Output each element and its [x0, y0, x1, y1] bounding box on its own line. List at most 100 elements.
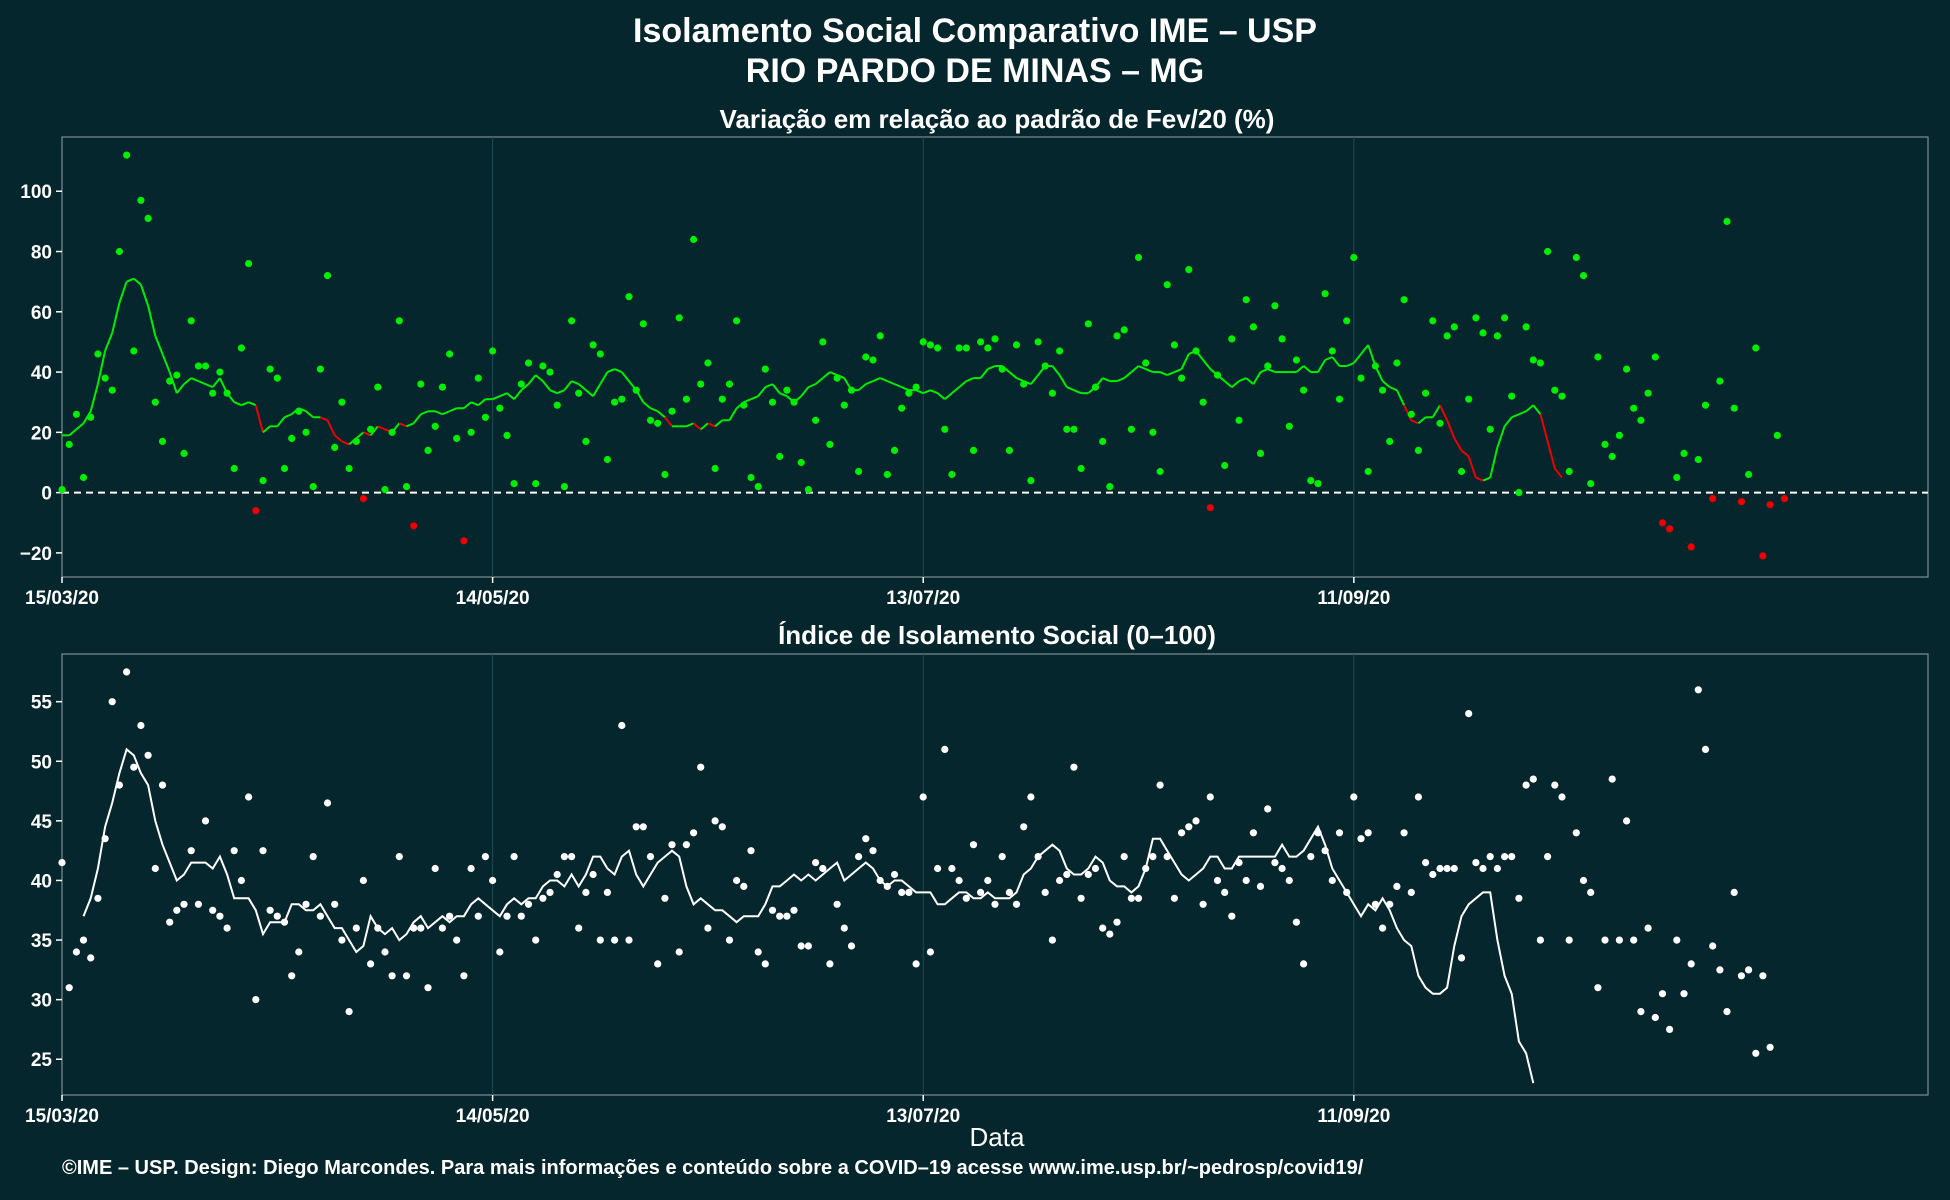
- data-point: [1012, 900, 1021, 908]
- data-point: [1436, 864, 1444, 873]
- data-point: [1694, 686, 1702, 694]
- moving-average-segment: [657, 410, 666, 419]
- data-point: [1414, 446, 1422, 454]
- data-point: [546, 888, 554, 897]
- moving-average-line: [82, 747, 1535, 1084]
- moving-average-segment: [1102, 377, 1111, 383]
- moving-average-segment: [1511, 413, 1520, 419]
- moving-average-segment: [154, 335, 164, 355]
- data-point: [1192, 347, 1200, 355]
- data-point: [733, 876, 741, 885]
- chart-subtitle: RIO PARDO DE MINAS – MG: [745, 52, 1205, 90]
- data-point: [503, 431, 511, 439]
- moving-average-segment: [757, 386, 767, 397]
- data-point: [747, 847, 755, 855]
- data-point: [1737, 498, 1745, 506]
- data-point: [402, 972, 411, 980]
- data-point: [869, 847, 877, 855]
- data-point: [855, 467, 863, 476]
- data-point: [359, 495, 367, 503]
- moving-average-segment: [1174, 368, 1182, 373]
- data-point: [1134, 253, 1143, 262]
- data-point: [1235, 859, 1243, 867]
- moving-average-segment: [607, 368, 616, 373]
- moving-average-segment: [1453, 437, 1463, 451]
- data-point: [926, 341, 935, 349]
- data-point: [166, 377, 174, 385]
- data-point: [316, 912, 324, 920]
- data-point: [1716, 966, 1724, 974]
- moving-average-segment: [642, 401, 652, 409]
- moving-average-segment: [1245, 377, 1255, 385]
- data-point: [130, 763, 138, 771]
- moving-average-segment: [764, 383, 773, 389]
- data-point: [79, 473, 88, 482]
- data-point: [101, 835, 109, 843]
- moving-average-segment: [506, 392, 515, 400]
- data-point: [180, 449, 188, 457]
- data-point: [876, 876, 884, 885]
- data-point: [991, 900, 999, 908]
- data-point: [1551, 781, 1559, 789]
- data-point: [977, 338, 985, 346]
- data-point: [711, 817, 719, 825]
- data-point: [1587, 888, 1595, 897]
- data-point: [955, 876, 963, 885]
- moving-average-segment: [254, 404, 264, 433]
- data-point: [797, 458, 805, 467]
- data-point: [280, 918, 289, 926]
- moving-average-segment: [571, 380, 580, 386]
- data-point: [919, 338, 927, 346]
- data-point: [1608, 452, 1616, 461]
- data-point: [245, 793, 253, 801]
- y-tick-label: 40: [31, 363, 52, 384]
- data-point: [345, 464, 353, 473]
- data-point: [65, 440, 73, 448]
- data-point: [675, 314, 683, 322]
- data-point: [690, 829, 698, 837]
- data-point: [1070, 763, 1078, 771]
- y-tick-label: 30: [31, 991, 52, 1012]
- moving-average-segment: [1130, 365, 1140, 373]
- data-point: [209, 906, 217, 914]
- data-point: [804, 942, 813, 950]
- data-point: [661, 894, 669, 902]
- moving-average-segment: [879, 377, 888, 383]
- moving-average-segment: [1532, 404, 1542, 415]
- data-point: [575, 924, 583, 932]
- data-point: [1529, 775, 1537, 783]
- moving-average-segment: [1331, 356, 1341, 367]
- data-point: [977, 888, 985, 897]
- data-point: [905, 888, 913, 897]
- data-point: [1199, 398, 1207, 406]
- data-point: [1178, 374, 1186, 382]
- data-point: [1350, 793, 1358, 801]
- moving-average-segment: [1460, 449, 1470, 458]
- moving-average-segment: [1346, 362, 1355, 367]
- panel-top-title: Variação em relação ao padrão de Fev/20 …: [719, 104, 1275, 134]
- data-point: [783, 386, 791, 394]
- moving-average-segment: [412, 413, 422, 424]
- moving-average-segment: [190, 377, 199, 383]
- data-point: [323, 272, 332, 280]
- moving-average-segment: [692, 422, 702, 431]
- data-point: [1249, 829, 1257, 837]
- data-point: [374, 924, 382, 932]
- y-tick-label: 40: [31, 871, 52, 892]
- data-point: [1623, 817, 1631, 825]
- moving-average-segment: [599, 371, 609, 385]
- moving-average-segment: [205, 383, 214, 389]
- data-point: [1587, 480, 1595, 488]
- data-point: [1637, 1008, 1645, 1016]
- data-point: [87, 413, 95, 421]
- x-tick-label: 14/05/20: [456, 1106, 530, 1127]
- data-point: [1084, 320, 1092, 328]
- data-point: [754, 483, 762, 491]
- moving-average-segment: [664, 416, 673, 427]
- data-point: [1666, 525, 1674, 533]
- moving-average-segment: [686, 422, 694, 428]
- data-point: [1027, 477, 1035, 485]
- moving-average-segment: [1138, 365, 1147, 370]
- data-point: [1343, 317, 1351, 325]
- data-point: [1321, 290, 1329, 298]
